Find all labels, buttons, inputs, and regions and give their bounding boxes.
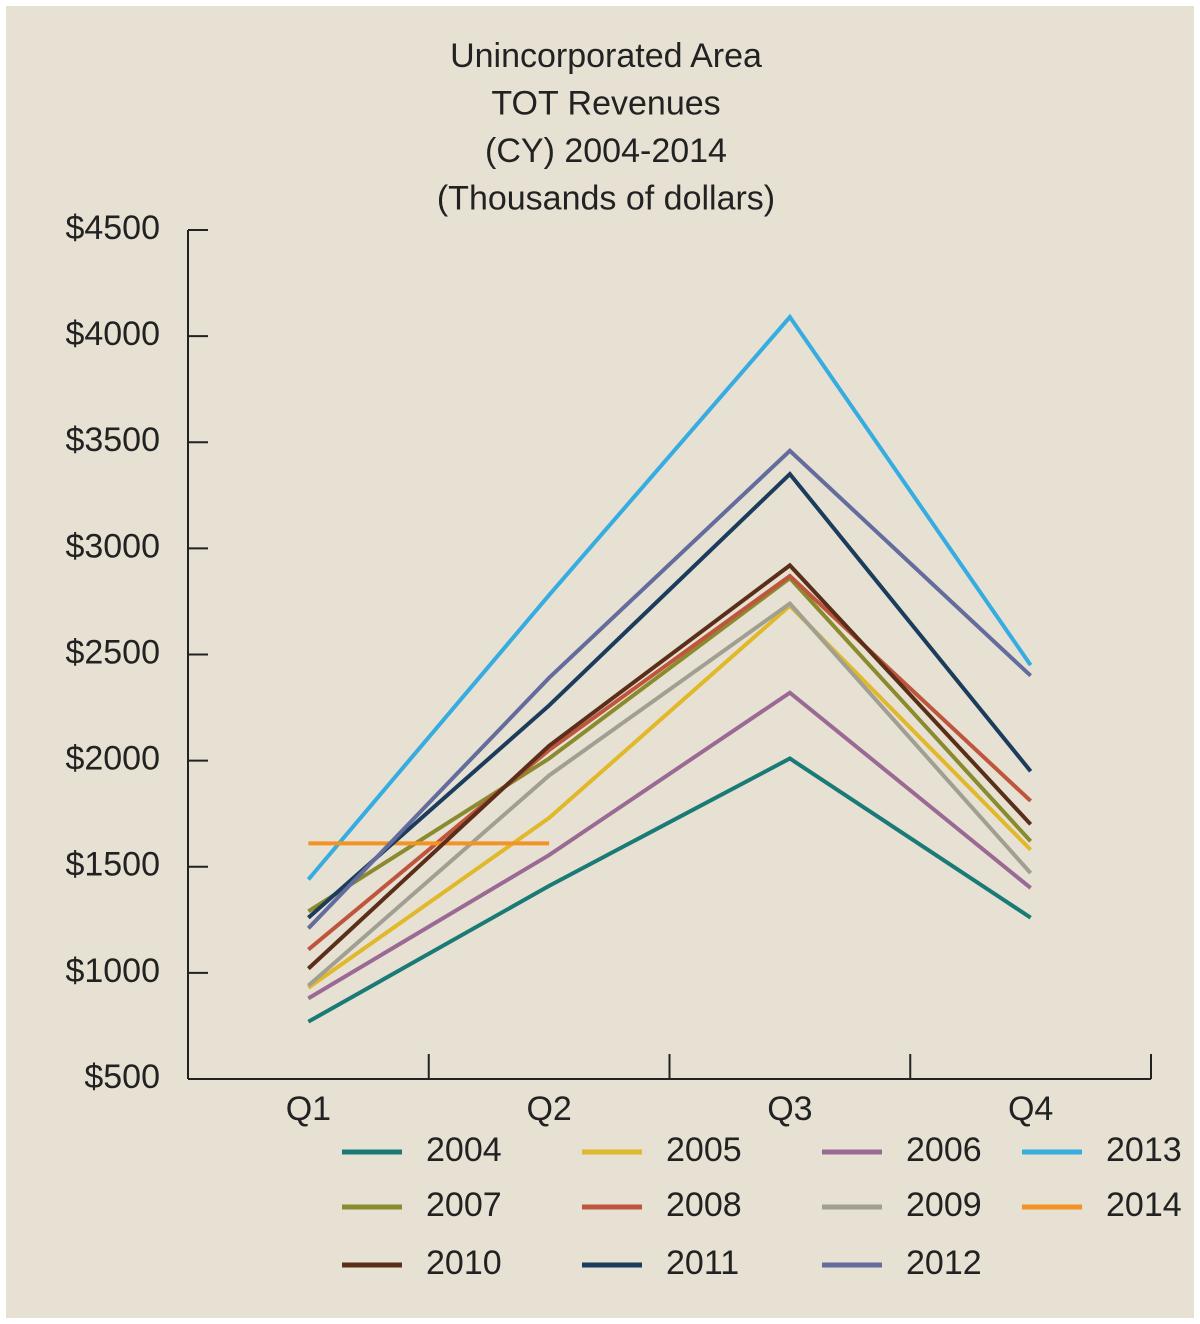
x-tick-label: Q1: [286, 1090, 331, 1128]
y-tick-label: $4000: [65, 315, 160, 353]
series-line: [307, 562, 1033, 971]
y-tick-label: $3000: [65, 527, 160, 565]
legend-label: 2009: [906, 1186, 982, 1224]
legend-label: 2006: [906, 1131, 982, 1169]
series-line: [307, 471, 1033, 920]
legend-label: 2013: [1106, 1131, 1182, 1169]
legend-label: 2011: [666, 1244, 739, 1282]
series-line: [306, 447, 1032, 930]
y-tick-label: $3500: [65, 421, 160, 459]
series-line: [307, 756, 1032, 1024]
y-tick-label: $2000: [65, 740, 160, 778]
y-tick-label: $4500: [65, 209, 160, 247]
y-tick-label: $1000: [65, 952, 160, 990]
series-line: [307, 600, 1033, 988]
legend-label: 2014: [1106, 1186, 1182, 1224]
legend-label: 2010: [426, 1244, 502, 1282]
series-line: [307, 690, 1032, 1001]
legend-label: 2004: [426, 1131, 502, 1169]
series-line: [307, 575, 1033, 914]
y-tick-label: $2500: [65, 633, 160, 671]
series-line: [306, 313, 1033, 881]
chart-title: (CY) 2004-2014: [485, 132, 727, 170]
x-tick-label: Q2: [526, 1090, 571, 1128]
y-tick-label: $1500: [65, 846, 160, 884]
chart-title: TOT Revenues: [491, 84, 720, 122]
y-tick-label: $500: [84, 1058, 160, 1096]
legend-label: 2005: [666, 1131, 742, 1169]
chart-background: [6, 6, 1194, 1318]
legend-label: 2007: [426, 1186, 502, 1224]
chart-title: Unincorporated Area: [450, 37, 762, 75]
series-line: [307, 602, 1033, 990]
chart-title: (Thousands of dollars): [437, 179, 775, 217]
x-tick-label: Q3: [767, 1090, 812, 1128]
x-tick-label: Q4: [1008, 1090, 1053, 1128]
series-line: [307, 573, 1032, 952]
legend-label: 2012: [906, 1244, 982, 1282]
legend-label: 2008: [666, 1186, 742, 1224]
